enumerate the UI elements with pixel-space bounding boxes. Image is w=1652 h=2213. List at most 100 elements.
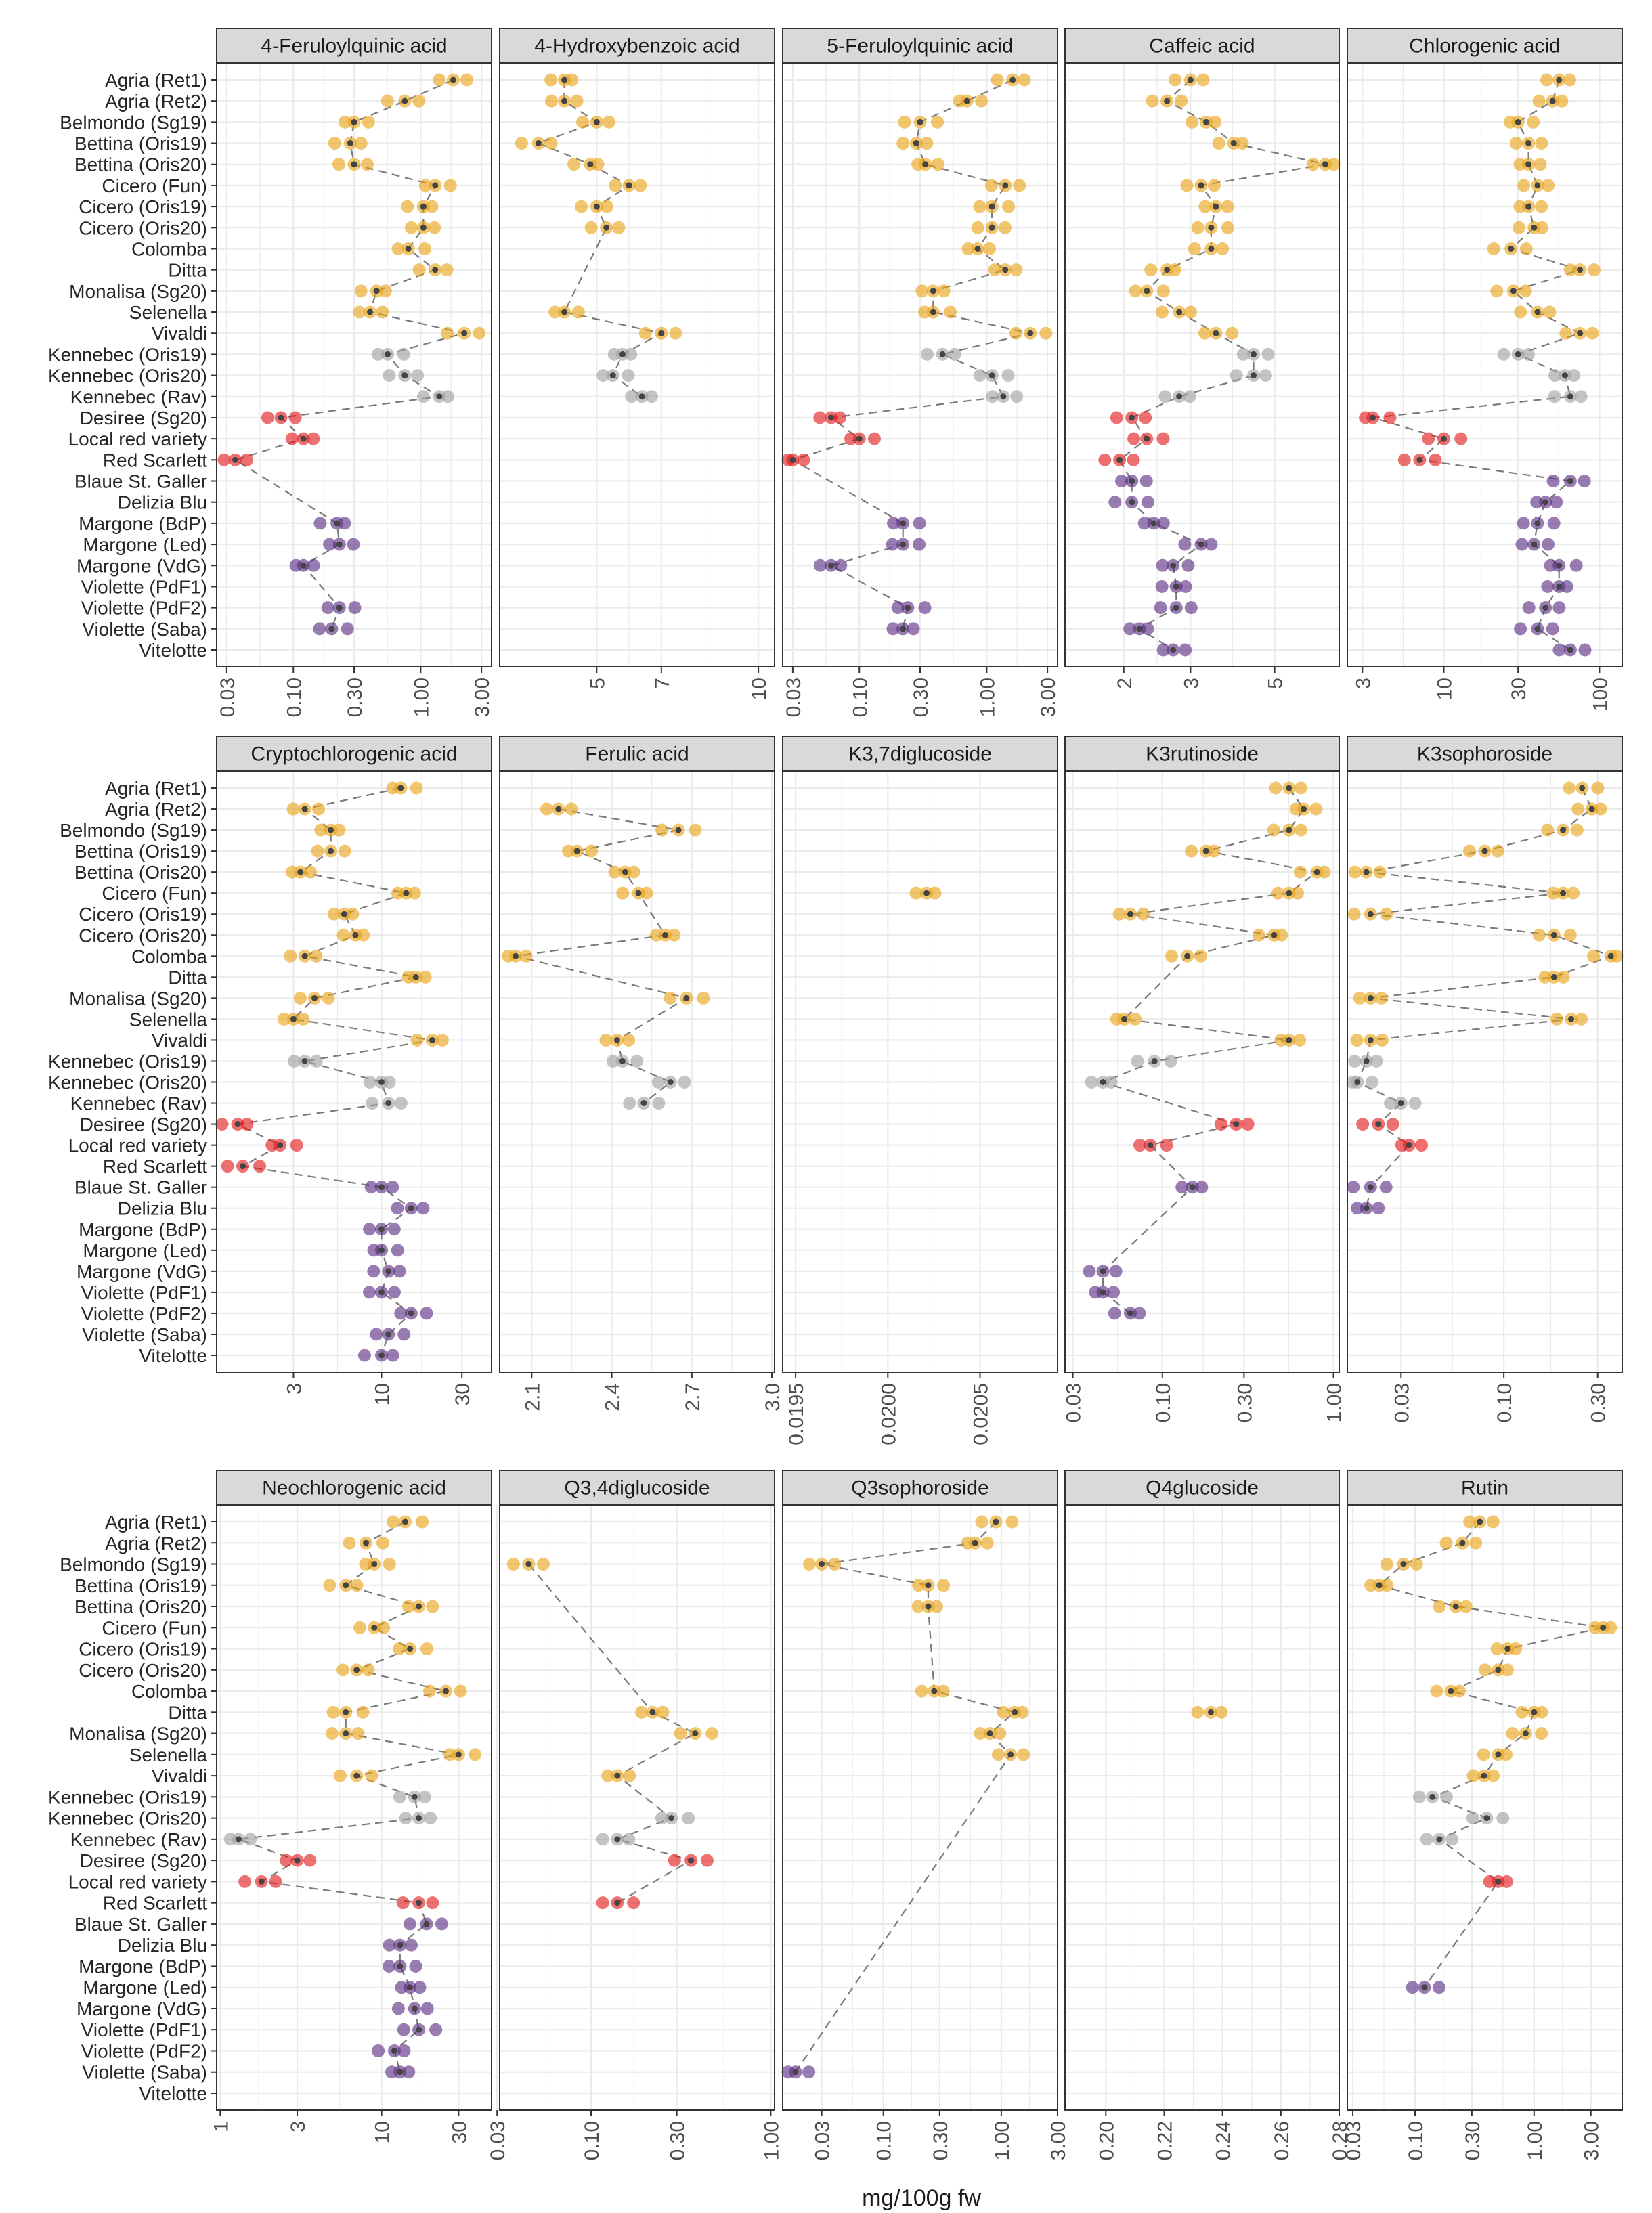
replicate-point bbox=[802, 1558, 816, 1571]
mean-point bbox=[343, 1730, 349, 1737]
y-tick-label: Vitelotte bbox=[139, 1345, 207, 1366]
mean-point bbox=[432, 267, 439, 273]
replicate-point bbox=[1454, 432, 1468, 445]
replicate-point bbox=[1535, 137, 1548, 150]
replicate-point bbox=[596, 1833, 609, 1846]
replicate-point bbox=[1380, 907, 1393, 921]
replicate-point bbox=[1236, 347, 1250, 361]
replicate-point bbox=[1462, 844, 1476, 858]
mean-point bbox=[913, 140, 919, 147]
mean-point bbox=[1363, 869, 1370, 875]
replicate-point bbox=[1271, 886, 1284, 900]
mean-point bbox=[931, 1688, 938, 1694]
replicate-point bbox=[1221, 221, 1234, 234]
replicate-point bbox=[288, 411, 302, 424]
mean-point bbox=[972, 1539, 978, 1546]
replicate-point bbox=[1013, 179, 1026, 192]
mean-point bbox=[352, 932, 359, 938]
replicate-point bbox=[988, 263, 1001, 277]
replicate-point bbox=[1542, 179, 1555, 192]
replicate-point bbox=[1548, 369, 1562, 382]
mean-point bbox=[341, 911, 347, 917]
replicate-point bbox=[602, 115, 615, 129]
replicate-point bbox=[397, 2044, 411, 2057]
replicate-point bbox=[1009, 263, 1023, 277]
replicate-point bbox=[1164, 1054, 1177, 1068]
mean-point bbox=[1400, 1561, 1407, 1568]
replicate-point bbox=[1183, 390, 1196, 403]
replicate-point bbox=[420, 2002, 434, 2015]
replicate-point bbox=[408, 886, 421, 900]
replicate-point bbox=[1194, 949, 1207, 963]
replicate-point bbox=[1548, 390, 1561, 403]
replicate-point bbox=[1487, 242, 1500, 255]
replicate-point bbox=[802, 2065, 816, 2079]
mean-point bbox=[1429, 1793, 1436, 1800]
y-tick-label: Cicero (Fun) bbox=[102, 175, 207, 196]
replicate-point bbox=[401, 200, 414, 213]
replicate-point bbox=[269, 1875, 282, 1888]
mean-point bbox=[1233, 1121, 1240, 1128]
replicate-point bbox=[307, 558, 320, 572]
mean-point bbox=[1100, 1289, 1106, 1296]
replicate-point bbox=[544, 94, 558, 108]
mean-point bbox=[397, 785, 404, 791]
replicate-point bbox=[1137, 517, 1151, 530]
mean-point bbox=[1189, 1184, 1196, 1191]
mean-point bbox=[609, 372, 616, 379]
y-tick-label: Monalisa (Sg20) bbox=[69, 988, 207, 1009]
replicate-point bbox=[356, 1705, 370, 1719]
replicate-point bbox=[1293, 1033, 1307, 1047]
replicate-point bbox=[362, 1663, 375, 1677]
replicate-point bbox=[405, 221, 418, 234]
mean-point bbox=[1550, 973, 1557, 980]
replicate-point bbox=[1519, 242, 1533, 255]
x-tick-label: 3 bbox=[1180, 678, 1202, 689]
x-tick-label: 30 bbox=[452, 1383, 474, 1405]
replicate-point bbox=[1236, 137, 1249, 150]
mean-point bbox=[1531, 224, 1538, 231]
replicate-point bbox=[363, 1076, 376, 1089]
replicate-point bbox=[616, 886, 630, 900]
replicate-point bbox=[1109, 1265, 1123, 1278]
replicate-point bbox=[1156, 284, 1170, 298]
replicate-point bbox=[980, 1536, 994, 1550]
mean-point bbox=[900, 520, 907, 527]
panel-background bbox=[500, 1505, 775, 2110]
panel-background bbox=[500, 771, 775, 1372]
mean-point bbox=[614, 1836, 621, 1843]
panel-background bbox=[783, 771, 1058, 1372]
mean-point bbox=[789, 456, 796, 463]
replicate-point bbox=[567, 158, 581, 171]
x-tick-label: 3 bbox=[1352, 678, 1374, 689]
replicate-point bbox=[341, 622, 354, 636]
replicate-point bbox=[1156, 643, 1170, 657]
mean-point bbox=[974, 245, 981, 252]
mean-point bbox=[385, 351, 391, 357]
y-tick-label: Agria (Ret1) bbox=[105, 70, 207, 91]
replicate-point bbox=[1207, 179, 1221, 192]
mean-point bbox=[1213, 203, 1219, 210]
mean-point bbox=[1116, 456, 1123, 463]
replicate-point bbox=[1155, 579, 1169, 593]
mean-point bbox=[1127, 1310, 1133, 1317]
x-tick-label: 0.28 bbox=[1329, 2121, 1351, 2160]
replicate-point bbox=[1546, 475, 1560, 488]
replicate-point bbox=[429, 2023, 443, 2036]
replicate-point bbox=[1406, 1981, 1419, 1994]
replicate-point bbox=[1555, 94, 1569, 108]
replicate-point bbox=[1486, 1515, 1500, 1529]
y-tick-label: Blaue St. Galler bbox=[74, 1177, 207, 1198]
replicate-point bbox=[426, 1600, 439, 1613]
panel-strip bbox=[216, 28, 492, 64]
replicate-point bbox=[1156, 432, 1170, 445]
replicate-point bbox=[1158, 390, 1172, 403]
mean-point bbox=[1504, 1646, 1511, 1652]
replicate-point bbox=[1500, 1663, 1514, 1677]
y-tick-label: Kennebec (Rav) bbox=[70, 387, 207, 408]
replicate-point bbox=[833, 411, 846, 424]
replicate-point bbox=[1500, 1875, 1513, 1888]
panel-border bbox=[1347, 62, 1623, 667]
x-tick-label: 3.00 bbox=[471, 678, 494, 717]
replicate-point bbox=[1104, 1076, 1118, 1089]
